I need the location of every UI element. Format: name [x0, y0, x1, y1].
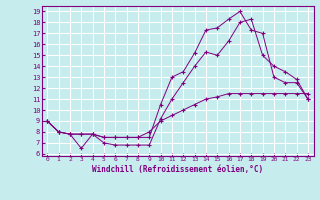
X-axis label: Windchill (Refroidissement éolien,°C): Windchill (Refroidissement éolien,°C)	[92, 165, 263, 174]
